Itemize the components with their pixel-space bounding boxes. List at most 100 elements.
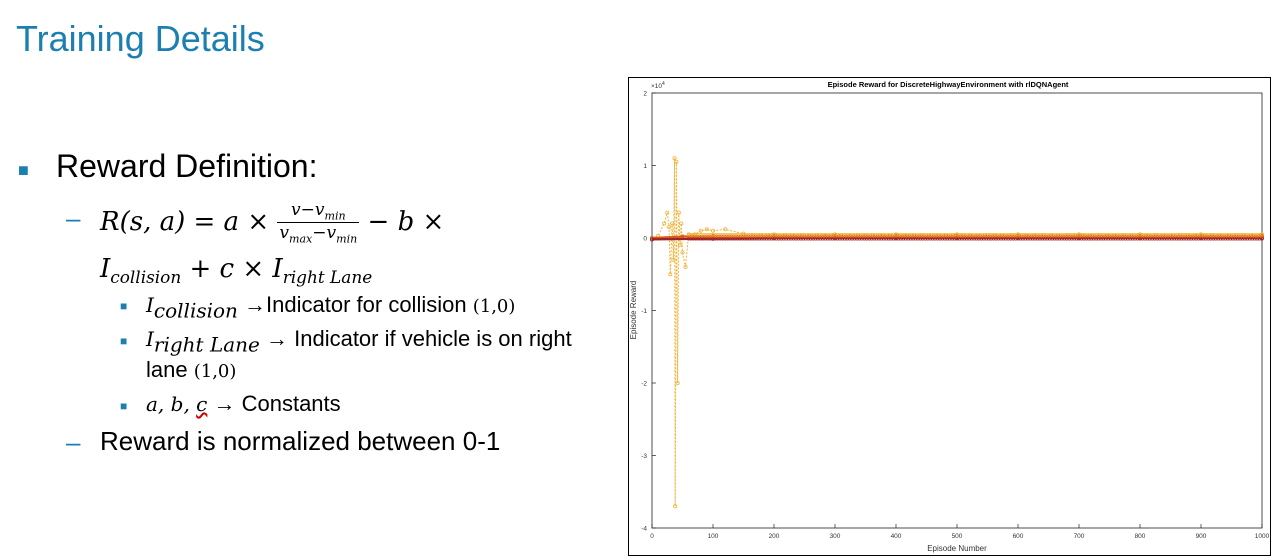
data-point-episode_reward [1040, 232, 1045, 237]
data-point-episode_q0 [1006, 236, 1010, 241]
data-point-episode_reward [1008, 232, 1013, 237]
data-point-episode_reward [1121, 232, 1125, 237]
data-point-episode_q0 [901, 236, 906, 241]
data-point-episode_reward [928, 232, 932, 237]
data-point-average_reward [1084, 234, 1089, 239]
data-point-average_reward [1226, 234, 1230, 239]
data-point-episode_q0 [777, 236, 781, 241]
data-point-episode_reward [1033, 232, 1037, 237]
data-point-episode_reward [1155, 232, 1159, 237]
data-point-average_reward [1140, 234, 1145, 239]
data-point-average_reward [752, 234, 757, 239]
data-point-episode_reward [675, 380, 680, 385]
data-point-average_reward [928, 234, 932, 239]
data-point-episode_q0 [996, 236, 1001, 241]
axis-ticks: 0 100 200 300 400 500 600 700 800 900 1000 -4 -3 -2 -1… [641, 91, 1269, 541]
data-point-episode_reward [1162, 232, 1167, 237]
data-point-average_reward [791, 234, 796, 239]
data-point-episode_q0 [1150, 236, 1154, 241]
data-point-average_reward [869, 234, 874, 239]
data-point-episode_reward [1069, 232, 1074, 237]
data-point-episode_reward [725, 232, 730, 237]
data-point-average_reward [721, 234, 725, 239]
data-point-episode_q0 [1135, 236, 1140, 241]
data-point-episode_reward [742, 232, 747, 237]
data-point-average_reward [886, 234, 891, 239]
data-point-average_reward [799, 234, 803, 239]
data-point-average_reward [1133, 234, 1137, 239]
data-point-episode_reward [989, 232, 993, 237]
data-point-average_reward [906, 234, 910, 239]
data-point-average_reward [1196, 234, 1201, 239]
data-point-average_reward [1121, 234, 1125, 239]
indicator-right-lane-sub: right Lane [282, 267, 373, 288]
slide-title: Training Details [16, 18, 265, 59]
data-point-episode_reward [1243, 232, 1247, 237]
data-point-average_reward [1194, 234, 1198, 239]
data-point-average_reward [740, 234, 745, 239]
data-point-episode_q0 [1172, 236, 1176, 241]
data-point-episode_reward [730, 232, 735, 237]
data-point-average_reward [686, 234, 691, 239]
x-tick-label: 100 [708, 533, 719, 540]
data-point-episode_reward [962, 232, 967, 237]
data-point-episode_q0 [649, 237, 654, 242]
data-point-average_reward [801, 234, 806, 239]
data-point-episode_q0 [1233, 236, 1237, 241]
data-point-episode_q0 [1089, 236, 1093, 241]
data-point-episode_reward [1140, 232, 1145, 237]
data-point-average_reward [1148, 234, 1152, 239]
data-point-episode_q0 [1065, 236, 1069, 241]
data-point-episode_q0 [1216, 236, 1220, 241]
data-point-average_reward [1174, 234, 1179, 239]
data-point-average_reward [1204, 234, 1208, 239]
data-point-episode_q0 [691, 236, 696, 241]
data-point-episode_reward [704, 227, 709, 232]
data-point-average_reward [996, 234, 1001, 239]
data-point-episode_q0 [1255, 236, 1259, 241]
data-point-episode_reward [1228, 232, 1233, 237]
data-point-episode_q0 [1223, 236, 1228, 241]
data-point-episode_reward [996, 232, 1001, 237]
data-point-episode_q0 [747, 236, 752, 241]
data-point-episode_reward [1172, 232, 1176, 237]
data-point-average_reward [803, 234, 808, 239]
data-point-episode_reward [1165, 232, 1169, 237]
data-point-average_reward [1111, 234, 1115, 239]
data-point-episode_q0 [1069, 236, 1074, 241]
data-point-average_reward [918, 234, 923, 239]
data-point-average_reward [1206, 234, 1211, 239]
data-point-episode_reward [847, 232, 852, 237]
data-point-average_reward [925, 234, 930, 239]
data-point-episode_q0 [1218, 236, 1223, 241]
data-point-episode_q0 [835, 236, 840, 241]
data-point-episode_reward [933, 232, 937, 237]
data-point-episode_q0 [872, 236, 876, 241]
data-point-episode_q0 [750, 236, 754, 241]
data-point-episode_reward [1104, 232, 1108, 237]
data-point-episode_reward [799, 232, 803, 237]
data-point-average_reward [899, 234, 903, 239]
data-point-average_reward [957, 234, 962, 239]
data-point-episode_reward [1028, 232, 1032, 237]
data-point-episode_reward [803, 232, 808, 237]
reward-equation-line1: R(s, a) = a × v−vmin vmax−vmin − b × [100, 200, 444, 246]
data-point-episode_reward [950, 232, 954, 237]
data-point-episode_q0 [1106, 236, 1111, 241]
data-point-episode_q0 [713, 236, 718, 241]
data-point-average_reward [1104, 234, 1108, 239]
data-point-episode_q0 [1108, 236, 1113, 241]
data-point-episode_q0 [1167, 236, 1172, 241]
data-point-average_reward [1108, 234, 1113, 239]
data-point-episode_q0 [821, 236, 825, 241]
y-tick-label: -4 [641, 526, 647, 533]
data-point-episode_reward [1106, 232, 1111, 237]
sub-bullet-text: →Indicator for collision [244, 292, 467, 317]
data-point-episode_q0 [1016, 236, 1020, 241]
data-point-average_reward [850, 234, 854, 239]
data-point-episode_q0 [1091, 236, 1096, 241]
data-point-episode_reward [699, 232, 703, 237]
data-point-episode_q0 [916, 236, 920, 241]
data-point-episode_q0 [1077, 236, 1081, 241]
data-point-average_reward [774, 234, 779, 239]
